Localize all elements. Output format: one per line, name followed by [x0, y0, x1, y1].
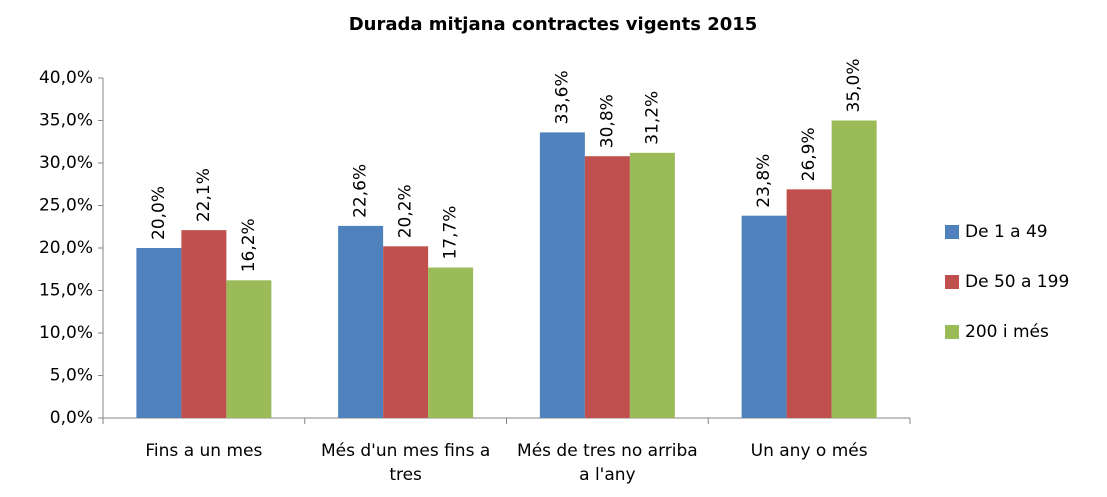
bar — [741, 215, 787, 418]
x-tick-label: Més d'un mes fins a tres — [321, 441, 491, 485]
legend-label: De 50 a 199 — [965, 272, 1069, 292]
data-label: 33,6% — [552, 70, 572, 124]
bar — [226, 280, 272, 418]
bar — [338, 225, 384, 418]
data-label: 35,0% — [844, 58, 864, 112]
bar — [831, 120, 877, 418]
data-label: 17,7% — [441, 206, 461, 260]
data-label: 30,8% — [597, 94, 617, 148]
y-tick-label: 10,0% — [39, 323, 93, 343]
legend-label: 200 i més — [965, 322, 1049, 342]
bar — [629, 152, 675, 419]
chart-title: Durada mitjana contractes vigents 2015 — [349, 14, 758, 35]
y-tick-label: 20,0% — [39, 238, 93, 258]
y-tick-label: 30,0% — [39, 153, 93, 173]
data-label: 20,2% — [396, 184, 416, 238]
x-tick-label: Un any o més — [750, 441, 868, 461]
data-label: 23,8% — [754, 154, 774, 208]
bar — [584, 156, 630, 418]
bar — [786, 189, 832, 418]
legend-swatch — [945, 275, 959, 289]
data-label: 22,6% — [351, 164, 371, 218]
legend-label: De 1 a 49 — [965, 222, 1048, 242]
y-tick-label: 0,0% — [50, 408, 93, 428]
data-label: 22,1% — [194, 168, 214, 222]
bar — [428, 267, 474, 418]
bar — [383, 246, 429, 418]
bar — [539, 132, 585, 418]
y-tick-label: 15,0% — [39, 281, 93, 301]
y-tick-label: 40,0% — [39, 68, 93, 88]
data-label: 20,0% — [149, 186, 169, 240]
bar — [136, 248, 182, 418]
data-label: 31,2% — [642, 91, 662, 145]
y-tick-label: 25,0% — [39, 196, 93, 216]
data-label: 16,2% — [239, 218, 259, 272]
y-tick-label: 5,0% — [50, 366, 93, 386]
legend-swatch — [945, 325, 959, 339]
bar — [181, 230, 227, 418]
data-label: 26,9% — [799, 127, 819, 181]
x-tick-label: Fins a un mes — [145, 441, 263, 461]
legend-swatch — [945, 225, 959, 239]
y-tick-label: 35,0% — [39, 111, 93, 131]
x-tick-label: Més de tres no arriba a l'any — [517, 441, 698, 485]
